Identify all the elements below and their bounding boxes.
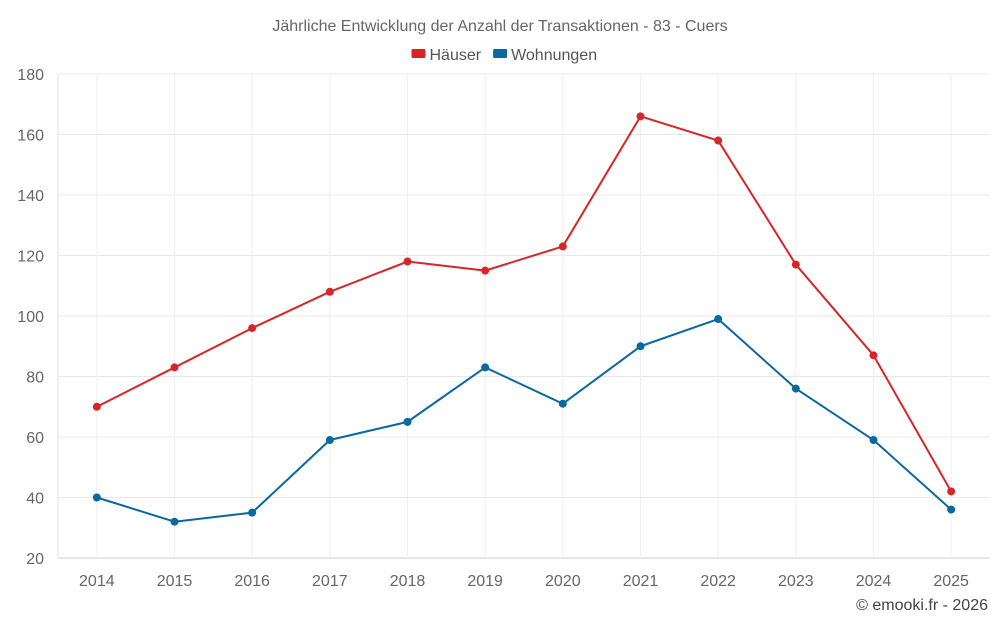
x-tick-label: 2020 bbox=[545, 573, 581, 590]
y-tick-label: 80 bbox=[26, 370, 44, 387]
x-tick-label: 2018 bbox=[390, 573, 426, 590]
y-tick-label: 180 bbox=[17, 67, 44, 84]
data-point[interactable] bbox=[558, 242, 567, 251]
data-point[interactable] bbox=[636, 342, 645, 351]
series-line-0 bbox=[96, 115, 953, 492]
data-point[interactable] bbox=[170, 517, 179, 526]
y-tick-label: 20 bbox=[26, 551, 44, 568]
x-tick-label: 2019 bbox=[467, 573, 503, 590]
data-point[interactable] bbox=[636, 112, 645, 121]
series-layer bbox=[92, 112, 956, 526]
x-tick-label: 2023 bbox=[778, 573, 814, 590]
x-tick-label: 2024 bbox=[856, 573, 892, 590]
legend-swatch bbox=[411, 49, 426, 58]
x-tick-label: 2015 bbox=[157, 573, 193, 590]
x-tick-label: 2025 bbox=[933, 573, 969, 590]
data-point[interactable] bbox=[791, 384, 800, 393]
data-point[interactable] bbox=[92, 402, 101, 411]
data-point[interactable] bbox=[92, 493, 101, 502]
data-point[interactable] bbox=[325, 436, 334, 445]
x-tick-label: 2021 bbox=[623, 573, 659, 590]
data-point[interactable] bbox=[714, 315, 723, 324]
data-point[interactable] bbox=[714, 136, 723, 145]
data-point[interactable] bbox=[947, 487, 956, 496]
x-tick-label: 2016 bbox=[234, 573, 270, 590]
legend-label: Wohnungen bbox=[511, 47, 597, 64]
y-tick-label: 120 bbox=[17, 249, 44, 266]
data-point[interactable] bbox=[791, 260, 800, 269]
x-tick-label: 2014 bbox=[79, 573, 115, 590]
legend-swatch bbox=[493, 49, 508, 58]
y-tick-label: 140 bbox=[17, 188, 44, 205]
data-point[interactable] bbox=[248, 324, 257, 333]
x-tick-label: 2022 bbox=[700, 573, 736, 590]
data-point[interactable] bbox=[869, 351, 878, 360]
legend-item-0[interactable]: Häuser bbox=[411, 47, 482, 64]
x-tick-label: 2017 bbox=[312, 573, 348, 590]
data-point[interactable] bbox=[947, 505, 956, 514]
data-point[interactable] bbox=[170, 363, 179, 372]
credit-text: © emooki.fr - 2026 bbox=[856, 597, 988, 614]
legend-item-1[interactable]: Wohnungen bbox=[493, 47, 597, 64]
axes: 20 40 60 80 100 120 140 160 180 2014 2015 2016 2017 2… bbox=[17, 67, 969, 590]
chart-title: Jährliche Entwicklung der Anzahl der Tra… bbox=[272, 18, 727, 35]
series-line-1 bbox=[96, 318, 952, 523]
grid-lines bbox=[58, 73, 990, 559]
data-point[interactable] bbox=[325, 287, 334, 296]
legend[interactable]: Häuser Wohnungen bbox=[411, 47, 598, 64]
data-point[interactable] bbox=[403, 417, 412, 426]
legend-label: Häuser bbox=[430, 47, 482, 64]
y-tick-label: 160 bbox=[17, 128, 44, 145]
y-tick-label: 100 bbox=[17, 309, 44, 326]
y-tick-label: 40 bbox=[26, 491, 44, 508]
data-point[interactable] bbox=[869, 436, 878, 445]
data-point[interactable] bbox=[403, 257, 412, 266]
y-tick-label: 60 bbox=[26, 430, 44, 447]
data-point[interactable] bbox=[481, 363, 490, 372]
data-point[interactable] bbox=[481, 266, 490, 275]
data-point[interactable] bbox=[558, 399, 567, 408]
data-point[interactable] bbox=[248, 508, 257, 517]
